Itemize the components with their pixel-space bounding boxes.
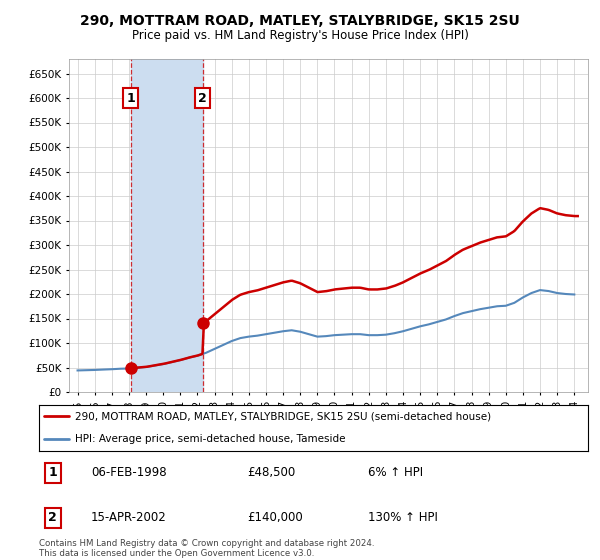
Text: 15-APR-2002: 15-APR-2002 <box>91 511 167 524</box>
Text: 06-FEB-1998: 06-FEB-1998 <box>91 466 167 479</box>
Text: Contains HM Land Registry data © Crown copyright and database right 2024.
This d: Contains HM Land Registry data © Crown c… <box>39 539 374 558</box>
Text: 290, MOTTRAM ROAD, MATLEY, STALYBRIDGE, SK15 2SU: 290, MOTTRAM ROAD, MATLEY, STALYBRIDGE, … <box>80 14 520 28</box>
Text: 2: 2 <box>198 91 207 105</box>
Text: HPI: Average price, semi-detached house, Tameside: HPI: Average price, semi-detached house,… <box>74 435 345 444</box>
Text: Price paid vs. HM Land Registry's House Price Index (HPI): Price paid vs. HM Land Registry's House … <box>131 29 469 42</box>
Text: 1: 1 <box>49 466 57 479</box>
Text: 290, MOTTRAM ROAD, MATLEY, STALYBRIDGE, SK15 2SU (semi-detached house): 290, MOTTRAM ROAD, MATLEY, STALYBRIDGE, … <box>74 412 491 421</box>
Text: £48,500: £48,500 <box>248 466 296 479</box>
Bar <box>131 59 203 392</box>
Text: 130% ↑ HPI: 130% ↑ HPI <box>368 511 438 524</box>
Text: 1: 1 <box>126 91 135 105</box>
Text: £140,000: £140,000 <box>248 511 304 524</box>
Text: 2: 2 <box>49 511 57 524</box>
Text: 6% ↑ HPI: 6% ↑ HPI <box>368 466 424 479</box>
